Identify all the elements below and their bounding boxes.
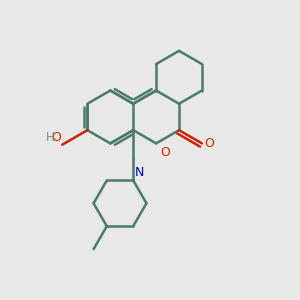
Text: O: O <box>160 146 170 159</box>
Text: O: O <box>51 131 61 144</box>
Text: H: H <box>46 131 54 144</box>
Text: O: O <box>204 137 214 150</box>
Text: N: N <box>134 166 144 179</box>
